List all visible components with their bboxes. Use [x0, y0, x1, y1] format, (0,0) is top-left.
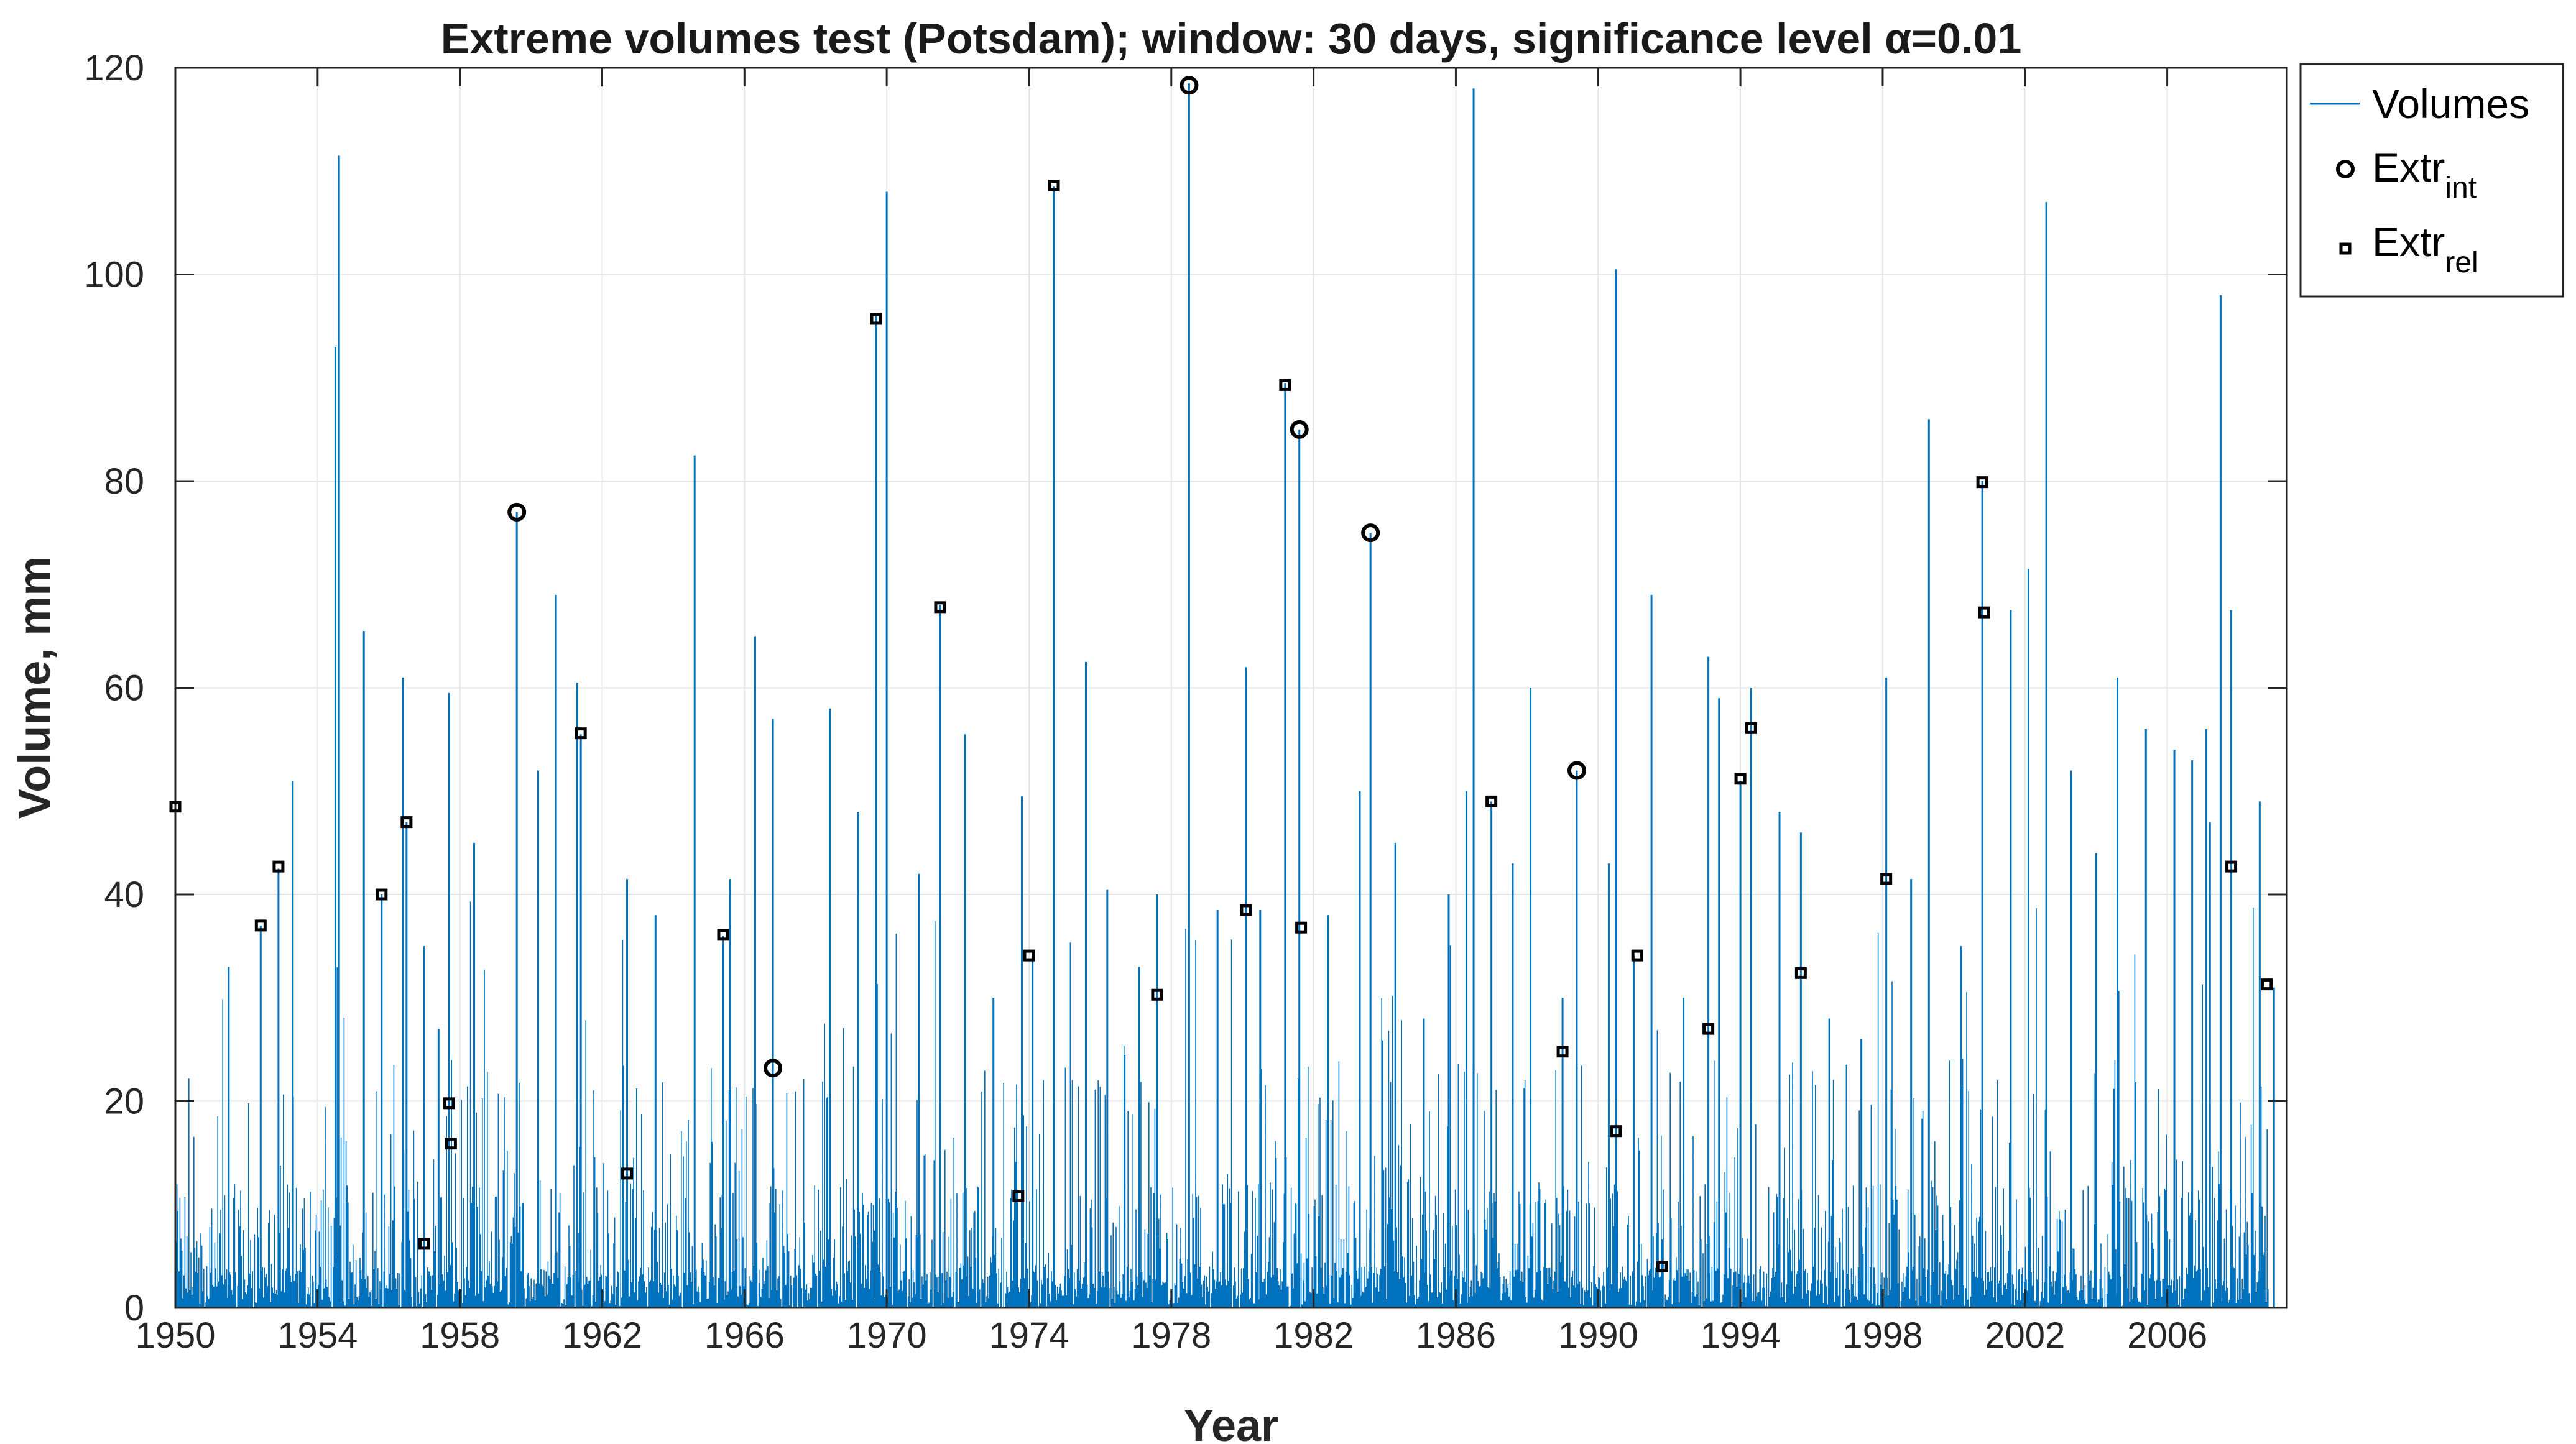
extr-rel-marker [621, 1167, 634, 1180]
legend-label-extr-rel: Extrrel [2372, 219, 2478, 279]
extr-rel-marker [1012, 1190, 1025, 1202]
legend-label-extr-int: Extrint [2372, 144, 2477, 205]
y-tick-label: 120 [84, 48, 144, 88]
extr-rel-marker [1023, 949, 1035, 962]
extr-rel-marker [2261, 978, 2273, 991]
extr-int-marker [1290, 420, 1309, 439]
extr-rel-marker [1794, 967, 1807, 979]
extr-rel-marker [1556, 1046, 1569, 1058]
extr-int-series [507, 76, 1586, 1078]
x-tick-label: 1994 [1701, 1315, 1781, 1356]
x-tick-label: 1954 [277, 1315, 358, 1356]
x-axis-label: Year [1184, 1401, 1278, 1444]
extr-rel-marker [717, 929, 729, 941]
legend-label-extr-int-main: Extr [2372, 144, 2445, 190]
x-tick-label: 1962 [562, 1315, 642, 1356]
extr-rel-marker [1485, 795, 1498, 807]
legend-square-swatch [2339, 242, 2352, 255]
x-tick-label: 1990 [1558, 1315, 1638, 1356]
y-tick-labels: 0 20 40 60 80 100 120 [84, 48, 144, 1328]
x-tick-label: 1986 [1416, 1315, 1496, 1356]
extr-rel-marker [1734, 773, 1747, 785]
y-tick-label: 20 [104, 1082, 144, 1122]
extr-rel-marker [2225, 860, 2238, 873]
y-tick-label: 40 [104, 875, 144, 915]
extr-rel-marker [1240, 904, 1252, 916]
extr-rel-marker [1745, 722, 1757, 734]
chart-title: Extreme volumes test (Potsdam); window: … [441, 14, 2022, 63]
legend-label-extr-rel-sub: rel [2445, 246, 2478, 279]
extr-int-marker [764, 1059, 783, 1078]
x-tick-label: 1950 [135, 1315, 215, 1356]
extr-rel-marker [870, 313, 882, 325]
extr-rel-marker [418, 1238, 430, 1250]
extr-rel-marker [1978, 606, 1990, 619]
extr-rel-marker [1048, 180, 1060, 192]
extr-int-marker [507, 502, 527, 522]
y-tick-label: 80 [104, 461, 144, 502]
extr-rel-marker [1151, 988, 1163, 1001]
extr-int-marker [1567, 761, 1586, 780]
x-tick-label: 1958 [420, 1315, 500, 1356]
volumes-series [174, 83, 2275, 1308]
extr-rel-marker [1880, 873, 1893, 885]
extr-rel-series [169, 180, 2273, 1272]
extr-rel-marker [1976, 476, 1988, 489]
extr-rel-marker [445, 1138, 457, 1150]
extr-rel-marker [169, 801, 182, 813]
y-tick-label: 0 [124, 1288, 144, 1328]
x-tick-labels: 1950 1954 1958 1962 1966 1970 1974 1978 1982 1986… [135, 1315, 2207, 1356]
y-axis-label: Volume, mm [10, 556, 60, 819]
extr-rel-marker [575, 727, 587, 740]
extr-rel-marker [1295, 921, 1308, 934]
extr-rel-marker [1631, 949, 1643, 962]
extr-rel-marker [1656, 1261, 1668, 1272]
extr-int-marker [1361, 523, 1380, 543]
x-tick-label: 1974 [989, 1315, 1069, 1356]
extr-rel-marker [272, 860, 285, 873]
extr-rel-marker [443, 1097, 455, 1110]
y-tick-label: 60 [104, 668, 144, 709]
extr-rel-marker [1610, 1125, 1622, 1138]
x-tick-label: 1982 [1273, 1315, 1354, 1356]
axes [174, 67, 2288, 1309]
extr-rel-marker [400, 816, 413, 829]
legend: Volumes Extrint Extrrel [2299, 63, 2564, 298]
legend-box [2299, 63, 2564, 298]
legend-label-volumes: Volumes [2372, 81, 2529, 127]
extr-rel-marker [1702, 1023, 1715, 1035]
extr-rel-marker [254, 919, 267, 932]
x-tick-label: 1970 [847, 1315, 927, 1356]
x-tick-label: 2002 [1985, 1315, 2065, 1356]
extr-rel-marker [376, 888, 388, 901]
x-tick-label: 1998 [1842, 1315, 1923, 1356]
legend-label-extr-rel-main: Extr [2372, 219, 2445, 265]
y-tick-label: 100 [84, 255, 144, 295]
legend-circle-swatch [2336, 160, 2355, 178]
extr-rel-marker [1279, 379, 1291, 391]
extr-rel-marker [934, 601, 946, 614]
x-tick-label: 1966 [704, 1315, 785, 1356]
legend-label-extr-int-sub: int [2445, 172, 2477, 205]
extr-int-marker [1180, 76, 1199, 95]
x-tick-label: 2006 [2127, 1315, 2207, 1356]
x-tick-label: 1978 [1131, 1315, 1211, 1356]
